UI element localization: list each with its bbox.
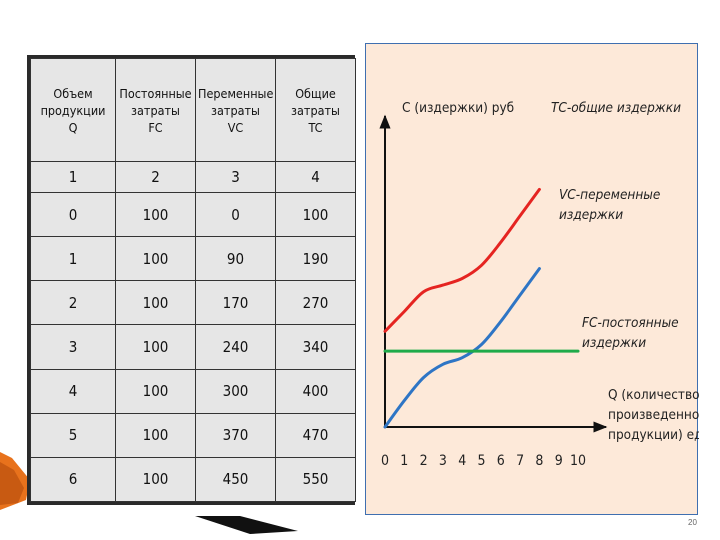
column-number-row: 1 2 3 4	[30, 161, 356, 193]
x-axis-label: продукции) ед.	[608, 427, 699, 443]
x-axis-label: произведенной	[608, 407, 699, 423]
series-line-0	[383, 187, 541, 333]
table-cell: 450	[195, 456, 276, 503]
table-cell: 1	[30, 236, 116, 282]
x-tick-label: 6	[497, 453, 505, 469]
header-text: VC	[227, 119, 244, 135]
table-cell: 400	[275, 368, 356, 414]
table-cell: 190	[275, 236, 356, 282]
table-cell: 100	[115, 456, 196, 503]
table-cell: 5	[30, 412, 116, 458]
column-number-cell: 3	[195, 161, 276, 193]
x-axis-label: Q (количество	[608, 387, 699, 403]
x-tick-label: 7	[516, 453, 524, 469]
table-row: 1 100 90 190	[30, 236, 356, 282]
header-cell-fc: Постоянные затраты FC	[115, 58, 196, 162]
table-cell: 6	[30, 456, 116, 503]
table-cell: 100	[115, 191, 196, 238]
table-cell: 0	[195, 191, 276, 238]
table-cell: 340	[275, 324, 356, 370]
x-tick-label: 10	[570, 453, 586, 469]
header-cell-q: Объем продукции Q	[30, 58, 116, 162]
cost-table: Объем продукции Q Постоянные затраты FC …	[27, 55, 356, 505]
table-cell: 90	[195, 236, 276, 282]
table-header-row: Объем продукции Q Постоянные затраты FC …	[30, 58, 356, 162]
series-line-1	[383, 267, 541, 429]
header-text: Постоянные	[119, 85, 192, 101]
x-tick-label: 8	[535, 453, 543, 469]
x-tick-label: 2	[420, 453, 428, 469]
series-label-2: издержки	[582, 335, 646, 351]
table-cell: 100	[115, 412, 196, 458]
series-label-2: FC-постоянные	[582, 315, 679, 331]
header-text: затраты	[291, 102, 340, 118]
series-label-1: VC-переменные	[559, 187, 660, 203]
y-axis-label: С (издержки) руб	[402, 100, 514, 116]
header-text: затраты	[131, 102, 180, 118]
cost-curves-chart: С (издержки) руб Q (количество произведенн…	[379, 100, 699, 469]
column-number-cell: 4	[275, 161, 356, 193]
series-label-0: TC-общие издержки	[551, 100, 681, 116]
series-label-1: издержки	[559, 207, 623, 223]
table-row: 4 100 300 400	[30, 368, 356, 414]
table-cell: 100	[115, 368, 196, 414]
table-cell: 0	[30, 191, 116, 238]
x-tick-label: 3	[439, 453, 447, 469]
corner-accent-dark	[0, 462, 24, 505]
cost-chart-panel: С (издержки) руб Q (количество произведенн…	[365, 43, 699, 515]
header-text: продукции	[40, 102, 106, 118]
table-cell: 2	[30, 280, 116, 326]
table-cell: 100	[115, 280, 196, 326]
page-number: 20	[688, 518, 697, 527]
table-cell: 240	[195, 324, 276, 370]
table-cell: 4	[30, 368, 116, 414]
header-text: Переменные	[198, 85, 274, 101]
table-cell: 100	[115, 324, 196, 370]
table-row: 5 100 370 470	[30, 412, 356, 458]
table-cell: 370	[195, 412, 276, 458]
bottom-swoosh-black	[195, 516, 298, 534]
table-cell: 3	[30, 324, 116, 370]
column-number-cell: 1	[30, 161, 116, 193]
x-tick-label: 1	[400, 453, 408, 469]
table-row: 6 100 450 550	[30, 456, 356, 503]
table-row: 0 100 0 100	[30, 191, 356, 238]
header-cell-vc: Переменные затраты VC	[195, 58, 276, 162]
header-text: FC	[148, 119, 163, 135]
x-tick-label: 4	[458, 453, 466, 469]
table-cell: 270	[275, 280, 356, 326]
column-number-cell: 2	[115, 161, 196, 193]
table-row: 2 100 170 270	[30, 280, 356, 326]
table-cell: 100	[275, 191, 356, 238]
x-tick-label: 9	[555, 453, 563, 469]
header-text: Общие	[295, 85, 336, 101]
x-tick-label: 0	[381, 453, 389, 469]
header-cell-tc: Общие затраты TC	[275, 58, 356, 162]
table-cell: 170	[195, 280, 276, 326]
table-row: 3 100 240 340	[30, 324, 356, 370]
header-text: Q	[68, 119, 78, 135]
table-cell: 550	[275, 456, 356, 503]
header-text: Объем	[53, 85, 93, 101]
table-cell: 470	[275, 412, 356, 458]
header-text: TC	[308, 119, 323, 135]
table-cell: 100	[115, 236, 196, 282]
table-cell: 300	[195, 368, 276, 414]
x-tick-label: 5	[477, 453, 485, 469]
header-text: затраты	[211, 102, 260, 118]
